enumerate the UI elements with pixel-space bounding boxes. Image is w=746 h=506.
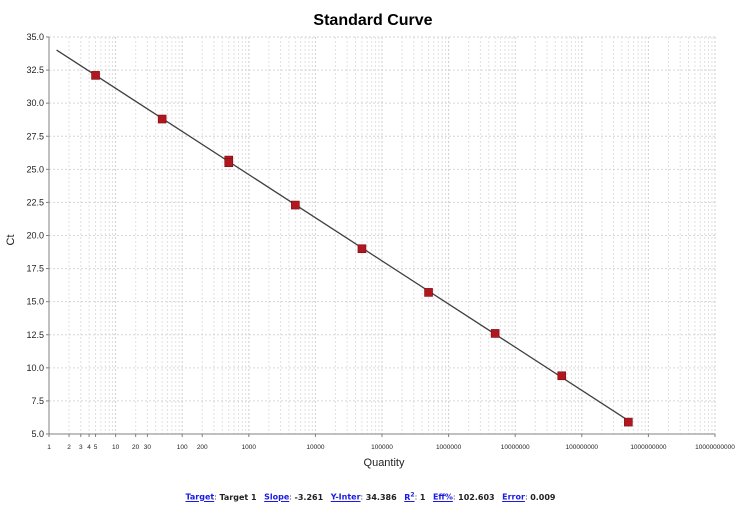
data-point — [291, 200, 300, 210]
data-point — [557, 371, 567, 381]
regression-stats-bar: Target: Target 1 Slope: -3.261 Y-Inter: … — [185, 491, 556, 502]
y-tick-label: 7.5 — [31, 396, 44, 406]
x-tick-label: 3 — [79, 444, 83, 451]
x-tick-label: 10 — [112, 444, 120, 451]
x-tick-label: 1000000 — [436, 444, 462, 451]
target-link[interactable]: Target — [185, 492, 215, 502]
data-point — [490, 329, 500, 338]
y-inter-link[interactable]: Y-Inter — [330, 492, 361, 502]
x-tick-label: 1000000000 — [630, 444, 667, 451]
x-tick-label: 2 — [67, 444, 71, 451]
data-point — [91, 71, 100, 80]
axes: 5.0 7.5 10.0 12.5 15.0 17.5 20.0 22.5 25.0 27.5 30… — [26, 32, 735, 451]
fit-line-layer — [56, 49, 629, 422]
data-point — [224, 158, 234, 168]
data-point — [357, 244, 367, 254]
r2-link[interactable]: R2 — [404, 491, 415, 502]
data-points — [91, 71, 633, 427]
x-tick-label: 30 — [144, 444, 152, 451]
slope-value: -3.261 — [294, 492, 324, 502]
efficiency-value: 102.603 — [458, 492, 495, 502]
x-tick-label: 4 — [87, 444, 91, 451]
slope-link[interactable]: Slope — [264, 492, 290, 502]
y-tick-label: 35.0 — [26, 32, 44, 42]
x-tick-label: 1 — [47, 444, 51, 451]
y-tick-label: 25.0 — [26, 164, 44, 174]
y-axis-title: Ct — [5, 235, 17, 246]
x-tick-label: 1000 — [242, 444, 257, 451]
y-tick-label: 15.0 — [26, 297, 44, 307]
y-tick-label: 22.5 — [26, 197, 44, 207]
y-tick-label: 20.0 — [26, 231, 44, 241]
data-point — [157, 114, 167, 124]
chart-title: Standard Curve — [313, 12, 433, 29]
y-tick-label: 30.0 — [26, 98, 44, 108]
efficiency-link[interactable]: Eff% — [432, 492, 453, 502]
y-tick-label: 27.5 — [26, 131, 44, 141]
y-tick-label: 17.5 — [26, 264, 44, 274]
error-link[interactable]: Error — [502, 492, 525, 502]
x-tick-label: 10000000 — [501, 444, 530, 451]
data-point — [624, 417, 633, 427]
r2-value: 1 — [419, 492, 426, 502]
y-tick-label: 5.0 — [31, 429, 44, 439]
x-tick-label: 10000000000 — [695, 444, 735, 451]
x-tick-label: 100000000 — [566, 444, 599, 451]
y-tick-label: 32.5 — [26, 65, 44, 75]
x-tick-label: 100 — [177, 444, 188, 451]
x-axis-title: Quantity — [364, 457, 405, 469]
target-value: Target 1 — [219, 492, 257, 502]
error-value: 0.009 — [530, 492, 556, 502]
x-tick-label: 200 — [197, 444, 208, 451]
x-tick-label: 20 — [132, 444, 140, 451]
y-tick-label: 12.5 — [26, 330, 44, 340]
regression-line — [56, 49, 629, 422]
y-tick-label: 10.0 — [26, 363, 44, 373]
data-point — [424, 288, 433, 297]
y-inter-value: 34.386 — [365, 492, 397, 502]
x-tick-label: 100000 — [371, 444, 393, 451]
x-tick-label: 10000 — [306, 444, 324, 451]
x-tick-label: 5 — [94, 444, 98, 451]
